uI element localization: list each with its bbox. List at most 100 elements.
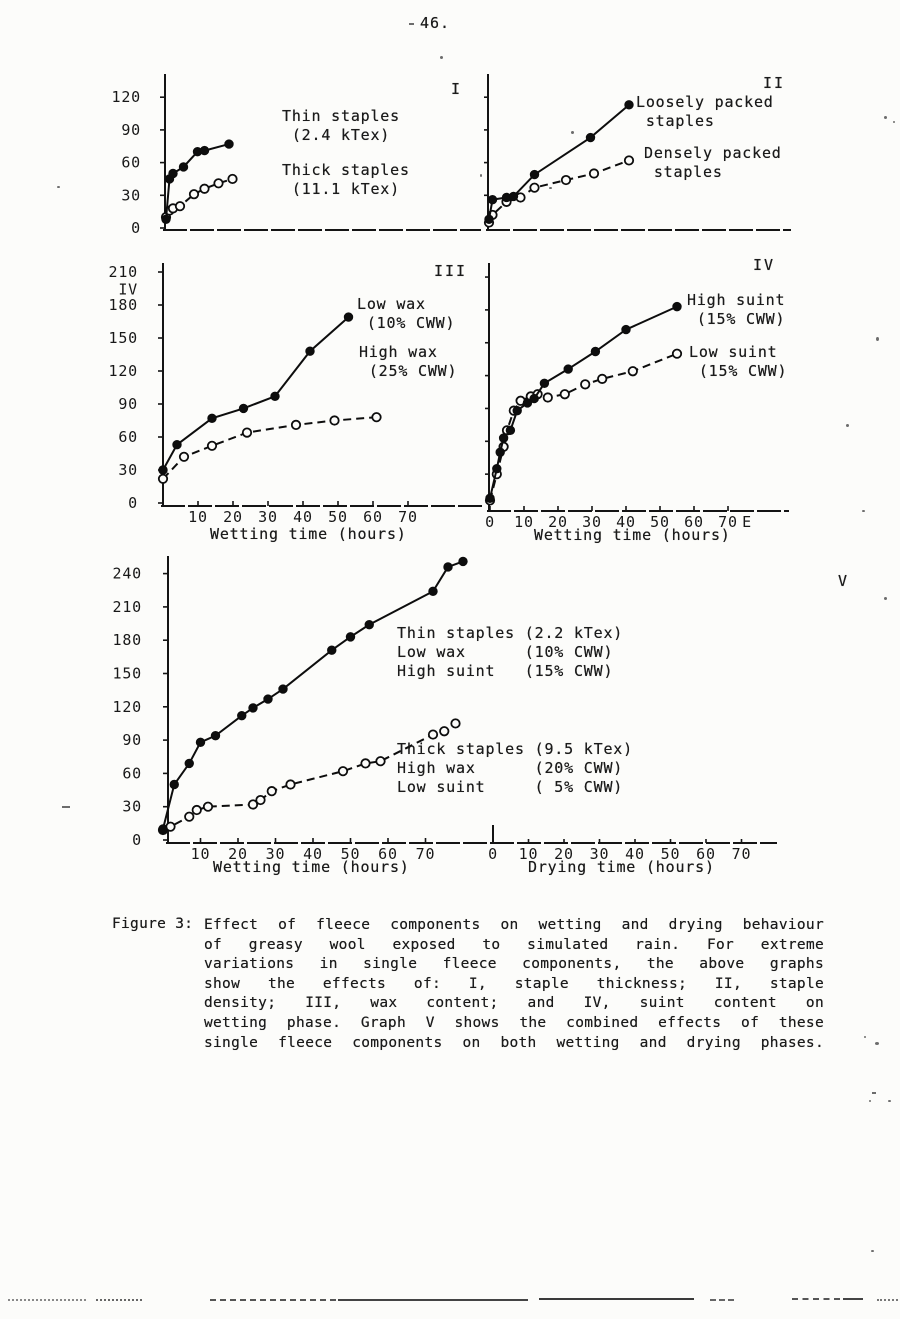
III-data-point (371, 412, 382, 423)
III-data-point (172, 440, 182, 450)
III-data-point (270, 391, 280, 401)
V-data-point (360, 758, 371, 769)
V-data-point (439, 726, 450, 737)
II-data-point (508, 191, 519, 202)
IV-data-point (627, 366, 638, 377)
I-y-tick-label: 90 (121, 121, 141, 139)
V-data-point (184, 811, 195, 822)
III-data-point (241, 427, 253, 438)
V-data-point (266, 786, 277, 797)
III-data-point (206, 440, 218, 451)
III-data-point (157, 473, 169, 484)
II-data-point (585, 132, 596, 143)
graph-iii-x-axis-title: Wetting time (hours) (210, 525, 407, 543)
IV-data-point (597, 373, 608, 384)
caption-line: single fleece components on both wetting… (204, 1034, 824, 1051)
III-y-tick-label: 120 (109, 362, 139, 380)
scan-speck (62, 806, 70, 808)
IV-data-point (542, 392, 553, 403)
scan-artifact (792, 1298, 840, 1300)
scan-speck (872, 1092, 876, 1094)
graph-iv-label-low-suint: Low suint (15% CWW) (689, 343, 788, 380)
II-data-point (487, 194, 498, 205)
graph-iv-x-axis-title: Wetting time (hours) (534, 526, 731, 544)
III-data-point (238, 403, 249, 414)
II-data-point (588, 168, 600, 179)
I-y-tick-label: 60 (121, 154, 141, 172)
III-y-tick-label: 210 (109, 263, 139, 281)
I-data-point (161, 214, 171, 224)
III-x-tick-label: 60 (363, 508, 383, 526)
I-data-point (199, 145, 210, 156)
graph-ii-numeral: II (763, 74, 786, 92)
IV-data-point (671, 348, 683, 359)
II-data-point (529, 182, 540, 193)
scan-artifact (96, 1299, 142, 1301)
V-x-tick-label: 30 (266, 845, 286, 863)
figure-label: Figure 3: (112, 916, 194, 932)
IV-curve-dashed (489, 352, 678, 501)
III-data-point (207, 413, 217, 423)
scan-speck (862, 510, 865, 512)
III-y-tick-label: 0 (128, 494, 138, 512)
III-y-axis-extra-label: IV (118, 281, 138, 299)
V-data-point (364, 619, 374, 630)
I-y-tick-label: 120 (112, 88, 142, 106)
II-curve-dashed (488, 159, 630, 223)
V-data-point (210, 730, 221, 741)
caption-line: Effect of fleece components on wetting a… (204, 917, 824, 933)
I-data-point (174, 201, 186, 212)
graph-v-label-thin-combo: Thin staples (2.2 kTex) Low wax (10% CWW… (397, 624, 624, 680)
graph-v-label-thick-combo: Thick staples (9.5 kTex) High wax (20% C… (397, 740, 633, 796)
IV-data-point (539, 378, 550, 388)
V-x-tick-label: 10 (191, 845, 211, 863)
scan-speck (846, 424, 849, 427)
IV-data-point (512, 405, 522, 416)
III-x-tick-label: 70 (398, 508, 418, 526)
V-x-tick-label: 60 (378, 845, 398, 863)
caption-line: wetting phase. Graph V shows the combine… (204, 1014, 824, 1031)
III-x-tick-label: 40 (293, 508, 313, 526)
III-y-tick-label: 60 (118, 428, 138, 446)
V-drying-x-tick-label: 20 (554, 845, 574, 863)
V-data-point (158, 824, 168, 834)
IV-x-tick-label: 50 (650, 513, 670, 531)
graph-v-numeral: V (838, 572, 850, 590)
graph-iv-numeral: IV (753, 256, 776, 274)
V-data-point (375, 756, 386, 767)
graph-v-drying-axis-title: Drying time (hours) (528, 858, 715, 876)
I-data-point (178, 162, 189, 172)
V-data-point (428, 586, 438, 597)
scan-speck (884, 116, 887, 119)
V-y-tick-label: 210 (113, 598, 143, 616)
scan-speck (409, 23, 414, 25)
scan-speck (480, 174, 482, 177)
IV-data-point (621, 324, 631, 335)
V-data-point (450, 718, 461, 729)
III-curve-solid (162, 316, 350, 471)
III-x-tick-label: 30 (258, 508, 278, 526)
III-data-point (178, 451, 190, 462)
IV-x-tick-label: 60 (684, 513, 704, 531)
V-data-point (237, 710, 247, 721)
scan-speck (884, 597, 887, 600)
V-x-tick-label: 40 (303, 845, 323, 863)
scan-speck (871, 1250, 874, 1252)
scan-artifact (539, 1298, 694, 1300)
V-y-tick-label: 60 (122, 764, 142, 782)
III-x-tick-label: 10 (188, 508, 208, 526)
V-drying-x-tick-label: 40 (625, 845, 645, 863)
I-data-point (199, 183, 210, 194)
V-data-point (458, 556, 468, 567)
V-data-point (191, 804, 202, 816)
I-y-tick-label: 0 (131, 219, 141, 237)
V-x-tick-label: 20 (228, 845, 248, 863)
V-y-tick-label: 180 (113, 631, 143, 649)
scan-speck (549, 187, 552, 189)
II-data-point (624, 100, 634, 110)
V-y-tick-label: 0 (132, 831, 142, 849)
III-data-point (290, 419, 302, 430)
V-data-point (345, 632, 356, 642)
scan-speck (864, 1036, 866, 1038)
